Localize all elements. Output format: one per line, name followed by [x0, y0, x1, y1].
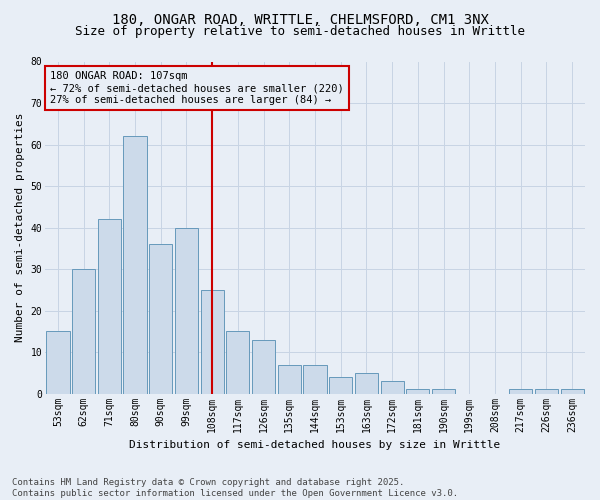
Bar: [560, 390, 584, 394]
Text: Contains HM Land Registry data © Crown copyright and database right 2025.
Contai: Contains HM Land Registry data © Crown c…: [12, 478, 458, 498]
Bar: [509, 390, 532, 394]
Text: 180 ONGAR ROAD: 107sqm
← 72% of semi-detached houses are smaller (220)
27% of se: 180 ONGAR ROAD: 107sqm ← 72% of semi-det…: [50, 72, 344, 104]
Bar: [380, 381, 404, 394]
Bar: [355, 373, 378, 394]
Bar: [304, 364, 326, 394]
Bar: [226, 332, 250, 394]
Bar: [329, 377, 352, 394]
Bar: [535, 390, 558, 394]
Bar: [406, 390, 430, 394]
Text: 180, ONGAR ROAD, WRITTLE, CHELMSFORD, CM1 3NX: 180, ONGAR ROAD, WRITTLE, CHELMSFORD, CM…: [112, 12, 488, 26]
Bar: [175, 228, 198, 394]
Bar: [149, 244, 172, 394]
Y-axis label: Number of semi-detached properties: Number of semi-detached properties: [15, 113, 25, 342]
Text: Size of property relative to semi-detached houses in Writtle: Size of property relative to semi-detach…: [75, 25, 525, 38]
Bar: [278, 364, 301, 394]
Bar: [200, 290, 224, 394]
Bar: [252, 340, 275, 394]
X-axis label: Distribution of semi-detached houses by size in Writtle: Distribution of semi-detached houses by …: [130, 440, 500, 450]
Bar: [98, 220, 121, 394]
Bar: [46, 332, 70, 394]
Bar: [124, 136, 146, 394]
Bar: [432, 390, 455, 394]
Bar: [72, 269, 95, 394]
